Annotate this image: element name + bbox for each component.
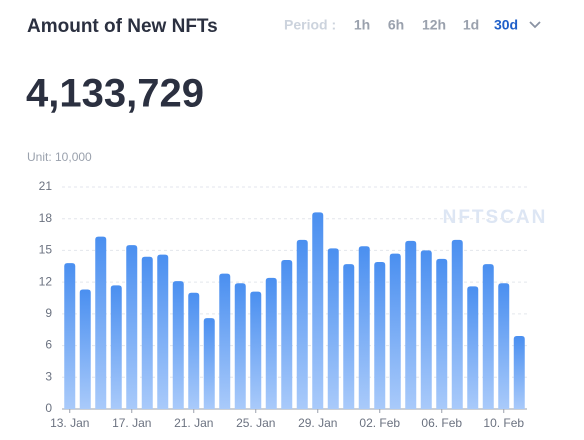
x-tick-label: 29. Jan [298, 416, 337, 430]
bar [343, 264, 355, 409]
bar [95, 236, 107, 409]
y-tick-label: 3 [45, 369, 52, 383]
y-tick-label: 6 [45, 338, 52, 352]
period-option[interactable]: 1h [354, 17, 370, 33]
x-tick-label: 17. Jan [112, 416, 151, 430]
bar [250, 291, 262, 409]
bar [265, 277, 277, 409]
bar [327, 248, 339, 409]
title: Amount of New NFTs [27, 16, 218, 37]
bar [482, 264, 494, 409]
period-option[interactable]: 6h [388, 17, 404, 33]
bar [110, 285, 122, 409]
bar [436, 258, 448, 409]
bar [141, 256, 153, 409]
total: 4,133,729 [26, 72, 204, 116]
bar [64, 263, 76, 409]
x-tick-label: 10. Feb [483, 416, 524, 430]
period-option[interactable]: 30d [494, 17, 518, 33]
unit-label: Unit: 10,000 [27, 150, 92, 164]
x-tick-label: 06. Feb [421, 416, 462, 430]
period-label: Period : [284, 17, 336, 33]
bar [157, 254, 169, 409]
bar [281, 259, 293, 409]
bar [296, 239, 308, 409]
bar [79, 289, 91, 409]
bar [126, 245, 138, 409]
bar [234, 283, 246, 409]
bar [188, 292, 200, 409]
period-option[interactable]: 1d [463, 17, 479, 33]
y-tick-label: 15 [39, 243, 53, 257]
y-tick-label: 0 [45, 401, 52, 415]
period-option[interactable]: 12h [422, 17, 446, 33]
x-tick-label: 25. Jan [236, 416, 275, 430]
period-selector: 1h 6h 12h 1d 30d [354, 17, 518, 33]
y-tick-label: 18 [39, 211, 53, 225]
bar [420, 250, 432, 409]
bar [467, 286, 479, 409]
x-tick-label: 21. Jan [174, 416, 213, 430]
y-tick-label: 12 [39, 274, 53, 288]
y-tick-label: 9 [45, 306, 52, 320]
bar [358, 246, 370, 409]
bar [374, 262, 386, 409]
bar [389, 253, 401, 409]
y-tick-label: 21 [39, 179, 53, 193]
bar [203, 318, 215, 409]
dropdown-chevron[interactable] [529, 21, 541, 29]
bar [451, 239, 463, 409]
bar [312, 212, 324, 409]
bar [498, 283, 510, 409]
bar [219, 273, 231, 409]
bar [405, 240, 417, 409]
bar [513, 336, 525, 409]
watermark: NFTSCAN [443, 207, 548, 228]
x-tick-label: 02. Feb [359, 416, 400, 430]
bar [172, 281, 184, 409]
x-tick-label: 13. Jan [50, 416, 89, 430]
